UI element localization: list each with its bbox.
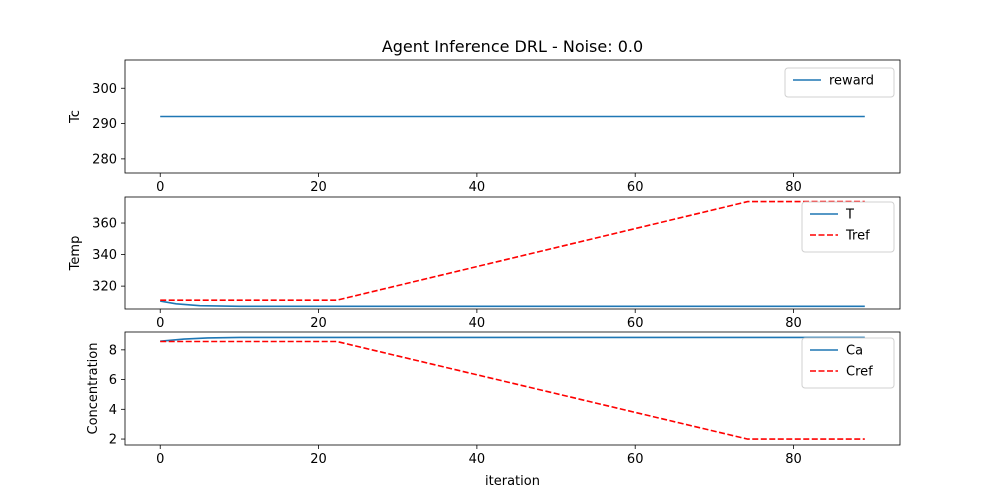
legend-label-reward: reward bbox=[829, 74, 874, 89]
subplot-temp: 0 20 40 60 80 320 340 360 Temp T Tref bbox=[68, 196, 901, 331]
y-axis-label: Tc bbox=[68, 110, 83, 124]
legend: reward bbox=[784, 67, 895, 98]
legend: Ca Cref bbox=[801, 337, 895, 389]
subplot-tc: 0 20 40 60 80 280 290 300 Tc reward bbox=[68, 59, 901, 195]
x-tick-label: 20 bbox=[310, 316, 327, 331]
x-tick-label: 60 bbox=[627, 316, 644, 331]
series-line-tref bbox=[160, 200, 865, 302]
x-tick-label: 20 bbox=[310, 452, 327, 467]
x-tick-label: 40 bbox=[469, 316, 486, 331]
series-line-ca bbox=[160, 336, 865, 342]
y-tick-label: 290 bbox=[92, 117, 117, 132]
legend-label-tref: Tref bbox=[845, 229, 870, 244]
y-tick-label: 300 bbox=[92, 82, 117, 97]
series-line-t bbox=[160, 300, 865, 308]
subplot-concentration: 0 20 40 60 80 2 4 6 8 Concentration Ca Cref bbox=[86, 331, 901, 467]
y-tick-label: 280 bbox=[92, 152, 117, 167]
chart-title: Agent Inference DRL - Noise: 0.0 bbox=[382, 37, 643, 56]
y-tick-label: 4 bbox=[109, 403, 117, 418]
axes-frame bbox=[124, 331, 901, 446]
x-tick-label: 80 bbox=[785, 316, 802, 331]
x-tick-label: 0 bbox=[156, 316, 164, 331]
y-tick-label: 8 bbox=[109, 343, 117, 358]
axes-frame bbox=[124, 196, 901, 310]
x-tick-label: 60 bbox=[627, 452, 644, 467]
y-tick-label: 340 bbox=[92, 248, 117, 263]
series-line-cref bbox=[160, 340, 865, 440]
x-tick-label: 0 bbox=[156, 452, 164, 467]
y-axis-label: Temp bbox=[68, 236, 83, 272]
y-axis-label: Concentration bbox=[86, 343, 101, 435]
x-tick-label: 60 bbox=[627, 180, 644, 195]
y-tick-label: 6 bbox=[109, 373, 117, 388]
legend: T Tref bbox=[801, 201, 895, 253]
legend-label-ca: Ca bbox=[846, 344, 863, 359]
legend-label-cref: Cref bbox=[846, 365, 873, 380]
x-tick-label: 20 bbox=[310, 180, 327, 195]
x-tick-label: 80 bbox=[785, 180, 802, 195]
y-tick-label: 320 bbox=[92, 280, 117, 295]
legend-label-t: T bbox=[845, 208, 854, 223]
y-tick-label: 360 bbox=[92, 217, 117, 232]
legend-box bbox=[784, 67, 895, 98]
x-tick-label: 80 bbox=[785, 452, 802, 467]
x-tick-label: 40 bbox=[469, 452, 486, 467]
axes-frame bbox=[124, 59, 901, 174]
y-tick-label: 2 bbox=[109, 433, 117, 448]
x-tick-label: 0 bbox=[156, 180, 164, 195]
x-axis-label: iteration bbox=[485, 474, 540, 489]
x-tick-label: 40 bbox=[469, 180, 486, 195]
